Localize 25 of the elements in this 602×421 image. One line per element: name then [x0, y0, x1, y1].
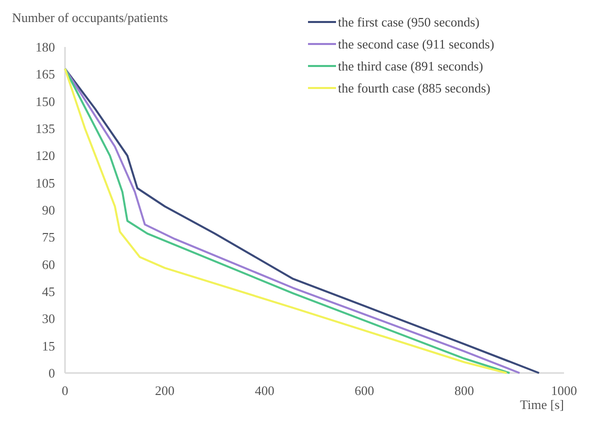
- x-tick-label: 0: [62, 383, 68, 398]
- y-tick-label: 60: [42, 256, 55, 272]
- legend-label: the third case (891 seconds): [338, 58, 484, 74]
- y-tick-label: 30: [42, 311, 55, 326]
- y-tick-label: 165: [36, 66, 55, 82]
- legend-label: the second case (911 seconds): [338, 36, 494, 52]
- y-tick-label: 150: [36, 94, 55, 109]
- x-tick-label: 400: [254, 383, 274, 398]
- y-tick-label: 0: [48, 366, 55, 381]
- y-tick-label: 15: [42, 338, 55, 354]
- y-tick-label: 180: [36, 40, 55, 55]
- legend-label: the first case (950 seconds): [338, 14, 480, 30]
- y-axis-title: Number of occupants/patients: [12, 10, 168, 25]
- legend-label: the fourth case (885 seconds): [338, 80, 490, 96]
- y-tick-label: 75: [42, 230, 55, 245]
- x-axis-title: Time [s]: [520, 397, 564, 412]
- y-tick-label: 120: [36, 148, 55, 164]
- x-tick-label: 1000: [551, 383, 577, 398]
- y-tick-label: 45: [42, 284, 55, 300]
- y-tick-label: 135: [36, 121, 55, 136]
- y-tick-label: 90: [42, 202, 55, 218]
- x-tick-label: 200: [155, 383, 175, 398]
- y-tick-label: 105: [36, 175, 55, 190]
- x-tick-label: 600: [354, 383, 374, 398]
- x-tick-label: 800: [454, 383, 474, 398]
